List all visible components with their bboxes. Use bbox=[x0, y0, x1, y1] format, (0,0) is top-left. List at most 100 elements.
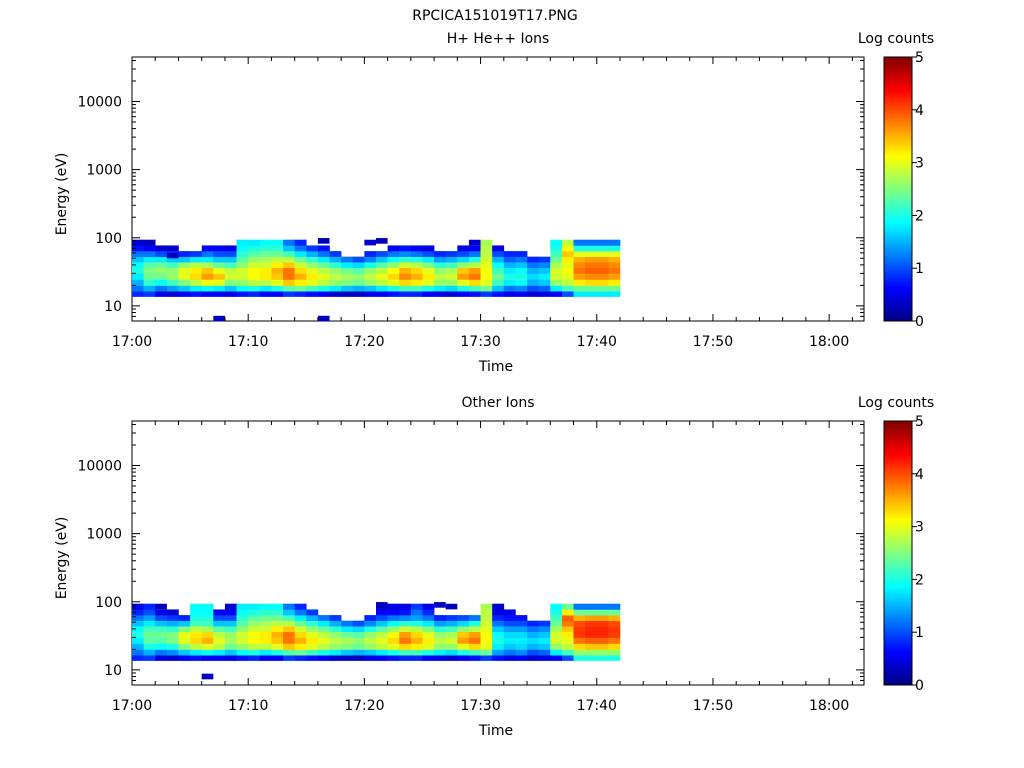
heatmap-cell bbox=[410, 603, 423, 610]
colorbar-swatch bbox=[884, 494, 912, 498]
colorbar-swatch bbox=[884, 645, 912, 649]
heatmap-cell bbox=[364, 615, 377, 621]
heatmap-cell bbox=[364, 285, 377, 292]
colorbar-swatch bbox=[884, 167, 912, 171]
heatmap-cell bbox=[143, 273, 156, 280]
heatmap-cell bbox=[248, 273, 261, 280]
heatmap-cell bbox=[585, 262, 598, 269]
colorbar-swatch bbox=[884, 268, 912, 272]
heatmap-cell bbox=[166, 649, 179, 656]
heatmap-cell bbox=[236, 649, 249, 656]
heatmap-cell bbox=[399, 262, 412, 269]
heatmap-cell bbox=[410, 256, 423, 263]
heatmap-cell bbox=[190, 637, 203, 644]
heatmap-cell bbox=[166, 262, 179, 269]
heatmap-cell bbox=[422, 251, 435, 257]
heatmap-cell bbox=[492, 637, 505, 644]
heatmap-cell bbox=[155, 631, 168, 638]
colorbar-swatch bbox=[884, 101, 912, 105]
heatmap-cell bbox=[178, 279, 191, 286]
heatmap-cell bbox=[317, 285, 330, 292]
heatmap-cell bbox=[410, 245, 423, 252]
heatmap-cell bbox=[445, 267, 458, 274]
heatmap-cell bbox=[341, 620, 354, 627]
x-tick-label: 17:30 bbox=[460, 698, 500, 714]
heatmap-cell bbox=[515, 637, 528, 644]
heatmap-cell bbox=[468, 655, 481, 661]
heatmap-cell bbox=[155, 637, 168, 644]
heatmap-cell bbox=[224, 291, 237, 297]
heatmap-cell bbox=[561, 273, 574, 280]
heatmap-cell bbox=[410, 291, 423, 297]
heatmap-cell bbox=[306, 626, 319, 633]
colorbar-swatch bbox=[884, 144, 912, 148]
heatmap-cell bbox=[178, 637, 191, 644]
heatmap-cell bbox=[445, 626, 458, 633]
heatmap-cell bbox=[457, 285, 470, 292]
heatmap-cell bbox=[387, 615, 400, 621]
heatmap-cell bbox=[271, 267, 284, 274]
heatmap-cell bbox=[608, 291, 621, 297]
heatmap-cell bbox=[329, 620, 342, 627]
heatmap-cell bbox=[294, 262, 307, 269]
heatmap-cell bbox=[155, 655, 168, 661]
heatmap-cell bbox=[387, 285, 400, 292]
colorbar-swatch bbox=[884, 513, 912, 517]
heatmap-cell bbox=[143, 245, 156, 252]
heatmap-cell bbox=[201, 251, 214, 257]
colorbar-swatch bbox=[884, 165, 912, 169]
heatmap-cell bbox=[387, 655, 400, 661]
heatmap-cell bbox=[480, 609, 493, 616]
colorbar-swatch bbox=[884, 284, 912, 288]
colorbar-swatch bbox=[884, 650, 912, 654]
heatmap-cell bbox=[190, 649, 203, 656]
heatmap-cell bbox=[399, 655, 412, 661]
heatmap-cell bbox=[561, 626, 574, 633]
heatmap-cell bbox=[561, 615, 574, 621]
heatmap-cell bbox=[294, 245, 307, 252]
colorbar-swatch bbox=[884, 315, 912, 319]
colorbar-swatch bbox=[884, 241, 912, 245]
heatmap-cell bbox=[608, 609, 621, 616]
heatmap-cell bbox=[178, 285, 191, 292]
heatmap-cell bbox=[422, 262, 435, 269]
colorbar-swatch bbox=[884, 80, 912, 84]
heatmap-cell bbox=[317, 262, 330, 269]
colorbar-swatch bbox=[884, 78, 912, 82]
heatmap-cell bbox=[341, 267, 354, 274]
heatmap-cell bbox=[352, 626, 365, 633]
colorbar-swatch bbox=[884, 276, 912, 280]
heatmap-cell bbox=[596, 279, 609, 286]
heatmap-cell bbox=[585, 245, 598, 252]
heatmap-cell bbox=[608, 279, 621, 286]
colorbar-swatch bbox=[884, 181, 912, 185]
heatmap-cells bbox=[132, 238, 621, 322]
heatmap-cell bbox=[538, 262, 551, 269]
heatmap-cell bbox=[492, 245, 505, 252]
heatmap-cell bbox=[457, 245, 470, 252]
colorbar-swatch bbox=[884, 452, 912, 456]
heatmap-cell bbox=[143, 256, 156, 263]
heatmap-cell bbox=[213, 291, 226, 297]
heatmap-cell bbox=[271, 609, 284, 616]
heatmap-cell bbox=[608, 267, 621, 274]
heatmap-cell bbox=[236, 273, 249, 280]
heatmap-cell bbox=[329, 655, 342, 661]
heatmap-cell bbox=[341, 285, 354, 292]
heatmap-cell bbox=[480, 262, 493, 269]
colorbar-swatch bbox=[884, 655, 912, 659]
heatmap-cell bbox=[445, 655, 458, 661]
heatmap-cell bbox=[132, 279, 144, 286]
heatmap-cell bbox=[422, 649, 435, 656]
heatmap-cell bbox=[352, 649, 365, 656]
heatmap-cell bbox=[550, 643, 563, 650]
heatmap-cell bbox=[538, 285, 551, 292]
heatmap-cell bbox=[561, 649, 574, 656]
heatmap-cell bbox=[503, 262, 516, 269]
heatmap-cell bbox=[538, 626, 551, 633]
heatmap-cell bbox=[224, 251, 237, 257]
colorbar-swatch bbox=[884, 159, 912, 163]
colorbar-swatch bbox=[884, 460, 912, 464]
colorbar-swatch bbox=[884, 521, 912, 525]
colorbar-swatch bbox=[884, 648, 912, 652]
